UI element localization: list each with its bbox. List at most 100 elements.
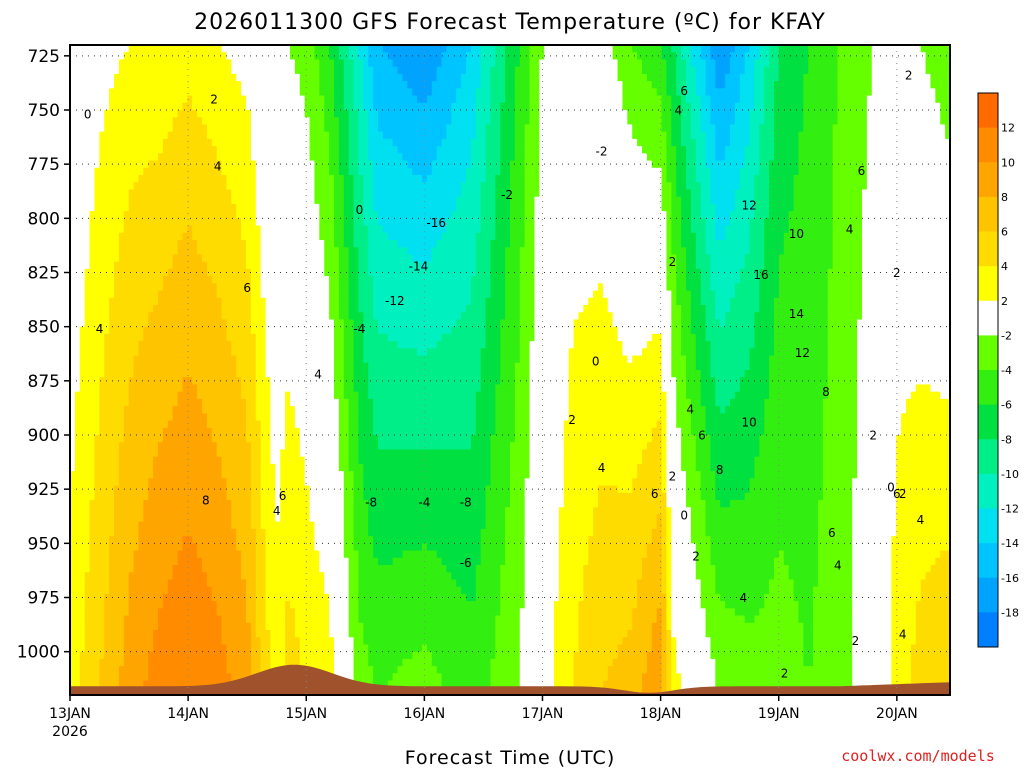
field-cell (275, 146, 281, 154)
field-cell (265, 348, 272, 357)
field-cell (172, 59, 179, 68)
field-cell (309, 435, 316, 443)
field-cell (197, 420, 203, 429)
field-cell (226, 673, 232, 682)
field-cell (299, 463, 306, 472)
field-cell (109, 333, 115, 342)
field-cell (241, 59, 247, 68)
field-cell (70, 175, 76, 183)
field-cell (211, 95, 218, 104)
field-cell (123, 160, 130, 169)
field-cell (226, 644, 232, 653)
field-cell (153, 153, 159, 162)
field-cell (94, 543, 100, 552)
field-cell (202, 521, 208, 530)
field-cell (309, 88, 316, 97)
field-cell (250, 240, 257, 248)
field-cell (118, 442, 125, 451)
field-cell (177, 680, 184, 689)
field-cell (280, 153, 286, 162)
field-cell (74, 615, 81, 624)
field-cell (216, 95, 223, 104)
field-cell (280, 73, 286, 82)
field-cell (211, 167, 218, 176)
field-cell (192, 225, 198, 234)
field-cell (290, 73, 296, 82)
field-cell (231, 435, 237, 443)
field-cell (123, 189, 130, 198)
field-cell (192, 196, 198, 205)
field-cell (309, 333, 316, 342)
field-cell (285, 45, 291, 53)
field-cell (260, 377, 267, 386)
field-cell (148, 160, 154, 169)
field-cell (128, 276, 135, 284)
field-cell (324, 117, 330, 126)
chart-title: 2026011300 GFS Forecast Temperature (ºC)… (194, 10, 826, 35)
field-cell (74, 261, 81, 270)
field-cell (211, 124, 218, 133)
field-cell (206, 131, 213, 140)
field-cell (250, 507, 257, 516)
field-cell (172, 189, 179, 198)
field-cell (162, 658, 169, 667)
field-cell (128, 651, 135, 660)
field-cell (250, 232, 257, 241)
field-cell (294, 586, 301, 595)
field-cell (94, 203, 100, 212)
field-cell (99, 586, 105, 595)
field-cell (94, 528, 100, 537)
field-cell (255, 456, 262, 465)
field-cell (211, 333, 218, 342)
field-cell (260, 666, 267, 674)
field-cell (94, 586, 100, 595)
field-cell (84, 319, 91, 328)
field-cell (236, 81, 242, 89)
field-cell (275, 160, 281, 169)
field-cell (202, 211, 208, 219)
field-cell (324, 644, 330, 653)
field-cell (231, 550, 237, 559)
field-cell (324, 167, 330, 176)
field-cell (241, 543, 247, 552)
field-cell (250, 492, 257, 501)
field-cell (167, 305, 174, 313)
field-cell (250, 117, 257, 126)
field-cell (109, 666, 115, 674)
field-cell (192, 413, 198, 422)
field-cell (158, 435, 164, 443)
field-cell (123, 485, 130, 494)
field-cell (114, 189, 120, 198)
field-cell (89, 637, 96, 646)
field-cell (133, 521, 140, 530)
field-cell (84, 666, 91, 674)
field-cell (206, 182, 213, 191)
field-cell (226, 138, 232, 147)
field-cell (216, 536, 223, 544)
field-cell (167, 514, 174, 523)
field-cell (304, 175, 311, 183)
field-cell (304, 543, 311, 552)
field-cell (143, 268, 149, 277)
field-cell (285, 247, 291, 256)
field-cell (309, 579, 316, 588)
field-cell (153, 398, 159, 407)
field-cell (153, 182, 159, 191)
field-cell (329, 507, 335, 516)
field-cell (138, 81, 144, 89)
field-cell (241, 586, 247, 595)
field-cell (231, 240, 237, 248)
field-cell (226, 579, 232, 588)
field-cell (206, 95, 213, 104)
field-cell (299, 521, 306, 530)
field-cell (133, 124, 140, 133)
field-cell (104, 110, 110, 118)
field-cell (143, 326, 149, 335)
field-cell (153, 456, 159, 465)
field-cell (255, 615, 262, 624)
field-cell (70, 514, 76, 523)
field-cell (158, 384, 164, 393)
field-cell (114, 384, 120, 393)
field-cell (202, 658, 208, 667)
field-cell (299, 175, 306, 183)
